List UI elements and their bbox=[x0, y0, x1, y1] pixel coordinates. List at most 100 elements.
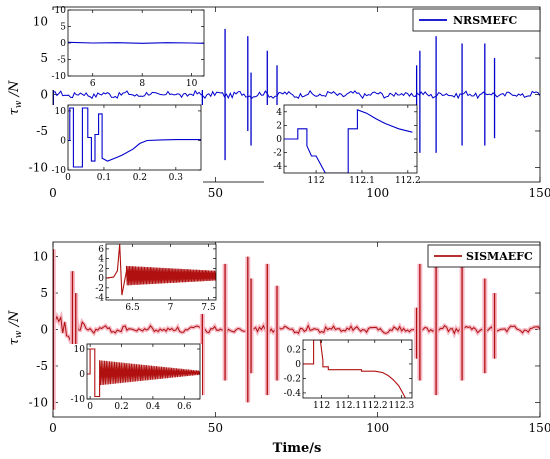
bottom-inset-zoom-0-0.7s-line-group bbox=[87, 348, 200, 398]
top-inset-zoom-6-10s: 6 8 10 10 5 0 -5 -10 bbox=[48, 6, 206, 90]
top-legend-box bbox=[412, 8, 541, 32]
top-xtick-label: 150 bbox=[529, 186, 550, 200]
top-inset-zoom-6-10s-line-group bbox=[68, 41, 204, 44]
bottom-legend-label: SISMAEFC bbox=[466, 250, 533, 263]
top-inset-zoom-112s-xtick-label: 112.1 bbox=[349, 176, 375, 186]
top-ytick-label: 10 bbox=[33, 15, 48, 29]
bottom-inset-zoom-6.5-7.5s-ytick-label: -2 bbox=[95, 284, 104, 294]
top-inset-zoom-6-10s-xtick-label: 8 bbox=[139, 79, 145, 89]
top-inset-zoom-112s-xtick-label: 112.2 bbox=[395, 176, 421, 186]
top-series-line bbox=[53, 89, 540, 100]
top-inset-zoom-6-10s-line bbox=[68, 41, 204, 44]
top-inset-zoom-6-10s-ytick-label: -5 bbox=[57, 56, 66, 66]
bottom-ytick-label: -5 bbox=[36, 359, 48, 373]
bottom-inset-zoom-0-0.7s-frame bbox=[86, 343, 201, 400]
top-inset-zoom-0-0.37s-xtick-label: 0.2 bbox=[133, 173, 147, 183]
top-inset-zoom-0-0.37s-ytick-label: 0 bbox=[60, 136, 66, 146]
bottom-inset-zoom-6.5-7.5s-ytick-label: 2 bbox=[98, 264, 104, 274]
bottom-inset-zoom-0-0.7s-line bbox=[87, 348, 200, 398]
bottom-inset-zoom-6.5-7.5s-ytick-label: -4 bbox=[95, 294, 104, 304]
bottom-legend: SISMAEFC bbox=[427, 244, 541, 268]
top-inset-zoom-112s-ytick-label: -2 bbox=[273, 149, 282, 159]
top-ytick-label: -10 bbox=[29, 160, 48, 174]
top-inset-zoom-0-0.37s-ytick-label: 10 bbox=[55, 107, 67, 117]
top-xtick-label: 100 bbox=[366, 186, 389, 200]
bottom-inset-zoom-6.5-7.5s-ytick-label: 0 bbox=[98, 274, 104, 284]
top-inset-zoom-6-10s-bg bbox=[48, 10, 206, 90]
bottom-inset-zoom-112-112.3s-bg bbox=[283, 340, 414, 412]
bottom-inset-zoom-0-0.7s-xtick-label: 0.6 bbox=[177, 402, 192, 412]
bottom-inset-zoom-6.5-7.5s-xtick-label: 7.5 bbox=[201, 303, 216, 313]
top-inset-zoom-112s-ytick-label: 0 bbox=[276, 135, 282, 145]
top-inset-zoom-112s-frame bbox=[283, 104, 418, 174]
bottom-inset-zoom-112-112.3s-xtick-label: 112.2 bbox=[362, 401, 388, 411]
bottom-inset-zoom-0-0.7s-ytick-label: 10 bbox=[74, 345, 86, 355]
top-ytick-label: 0 bbox=[40, 88, 48, 102]
bottom-inset-zoom-112-112.3s-ytick-label: 0 bbox=[295, 360, 301, 370]
top-ytick-label: 5 bbox=[40, 51, 48, 65]
top-inset-zoom-112s: 112 112.1 112.2 4 2 0 -2 -4 bbox=[264, 104, 421, 187]
bottom-series-line bbox=[53, 315, 540, 343]
top-inset-zoom-0-0.37s-line bbox=[68, 107, 201, 168]
top-inset-zoom-0-0.37s-line-group bbox=[68, 107, 201, 168]
top-inset-zoom-112s-ytick-label: 2 bbox=[276, 121, 282, 131]
top-ytick-label: -5 bbox=[36, 124, 48, 138]
top-inset-zoom-0-0.37s-xtick-label: 0.1 bbox=[97, 173, 111, 183]
bottom-inset-zoom-112-112.3s-xtick-label: 112.1 bbox=[335, 401, 361, 411]
top-inset-zoom-112s-line bbox=[284, 109, 413, 173]
top-inset-zoom-6-10s-frame bbox=[67, 9, 205, 77]
top-inset-zoom-6-10s-ytick-label: 5 bbox=[60, 23, 66, 33]
bottom-ytick-label: 5 bbox=[40, 286, 48, 300]
bottom-inset-zoom-0-0.7s-ytick-label: 0 bbox=[79, 370, 85, 380]
bottom-ytick-label: -10 bbox=[29, 395, 48, 409]
bottom-inset-zoom-112-112.3s-frame bbox=[302, 339, 413, 399]
top-inset-zoom-6-10s-ytick-label: 10 bbox=[55, 6, 67, 16]
bottom-inset-zoom-0-0.7s-xtick-label: 0.2 bbox=[114, 402, 128, 412]
bottom-axes-frame bbox=[52, 241, 541, 418]
top-inset-zoom-6-10s-xtick-label: 10 bbox=[186, 79, 198, 89]
top-inset-zoom-0-0.37s-xtick-label: 0.3 bbox=[169, 173, 184, 183]
bottom-ylabel: τw /N bbox=[7, 310, 24, 345]
bottom-xtick-label: 150 bbox=[529, 421, 550, 435]
top-xtick-label: 50 bbox=[208, 186, 223, 200]
top-inset-zoom-0-0.37s-frame bbox=[67, 104, 202, 171]
bottom-xtick-label: 50 bbox=[208, 421, 223, 435]
bottom-inset-zoom-6.5-7.5s-ytick-label: 6 bbox=[98, 245, 104, 255]
top-inset-zoom-112s-bg bbox=[264, 105, 419, 187]
bottom-inset-zoom-112-112.3s-line-group bbox=[303, 340, 406, 398]
bottom-inset-zoom-6.5-7.5s-line bbox=[106, 244, 216, 296]
top-inset-zoom-6-10s-ytick-label: -10 bbox=[52, 72, 67, 82]
bottom-inset-zoom-6.5-7.5s-xtick-label: 7 bbox=[168, 303, 174, 313]
top-inset-zoom-6-10s-xtick-label: 6 bbox=[90, 79, 96, 89]
bottom-inset-zoom-112-112.3s: 112 112.1 112.2 112.3 0.2 0 -0.2 -0.4 bbox=[283, 339, 415, 412]
top-ylabel: τw /N bbox=[7, 80, 24, 115]
top-inset-zoom-0-0.37s-ytick-label: -10 bbox=[52, 166, 67, 176]
bottom-inset-zoom-112-112.3s-xtick-label: 112 bbox=[313, 401, 330, 411]
top-inset-zoom-112s-xtick-label: 112 bbox=[308, 176, 325, 186]
bottom-inset-zoom-112-112.3s-ytick-label: 0.2 bbox=[287, 345, 301, 355]
bottom-legend-box bbox=[427, 244, 541, 268]
top-inset-zoom-6-10s-ytick-label: 0 bbox=[60, 39, 66, 49]
top-inset-zoom-112s-line-group bbox=[284, 109, 413, 173]
bottom-ytick-label: 0 bbox=[40, 323, 48, 337]
top-legend: NRSMEFC bbox=[412, 8, 541, 32]
top-legend-label: NRSMEFC bbox=[453, 14, 518, 27]
bottom-inset-zoom-112-112.3s-ytick-label: -0.4 bbox=[284, 389, 302, 399]
top-inset-zoom-112s-ytick-label: -4 bbox=[273, 162, 282, 172]
top-inset-zoom-0-0.37s-xtick-label: 0 bbox=[65, 173, 71, 183]
bottom-inset-zoom-6.5-7.5s-ytick-label: 4 bbox=[98, 255, 104, 265]
bottom-inset-zoom-0-0.7s-xtick-label: 0 bbox=[87, 402, 93, 412]
top-xtick-label: 0 bbox=[49, 186, 57, 200]
bottom-inset-zoom-112-112.3s-ytick-label: -0.2 bbox=[284, 374, 301, 384]
bottom-inset-zoom-6.5-7.5s-line-group bbox=[106, 244, 216, 296]
x-axis-label: Time/s bbox=[273, 441, 322, 456]
bottom-xtick-label: 100 bbox=[366, 421, 389, 435]
